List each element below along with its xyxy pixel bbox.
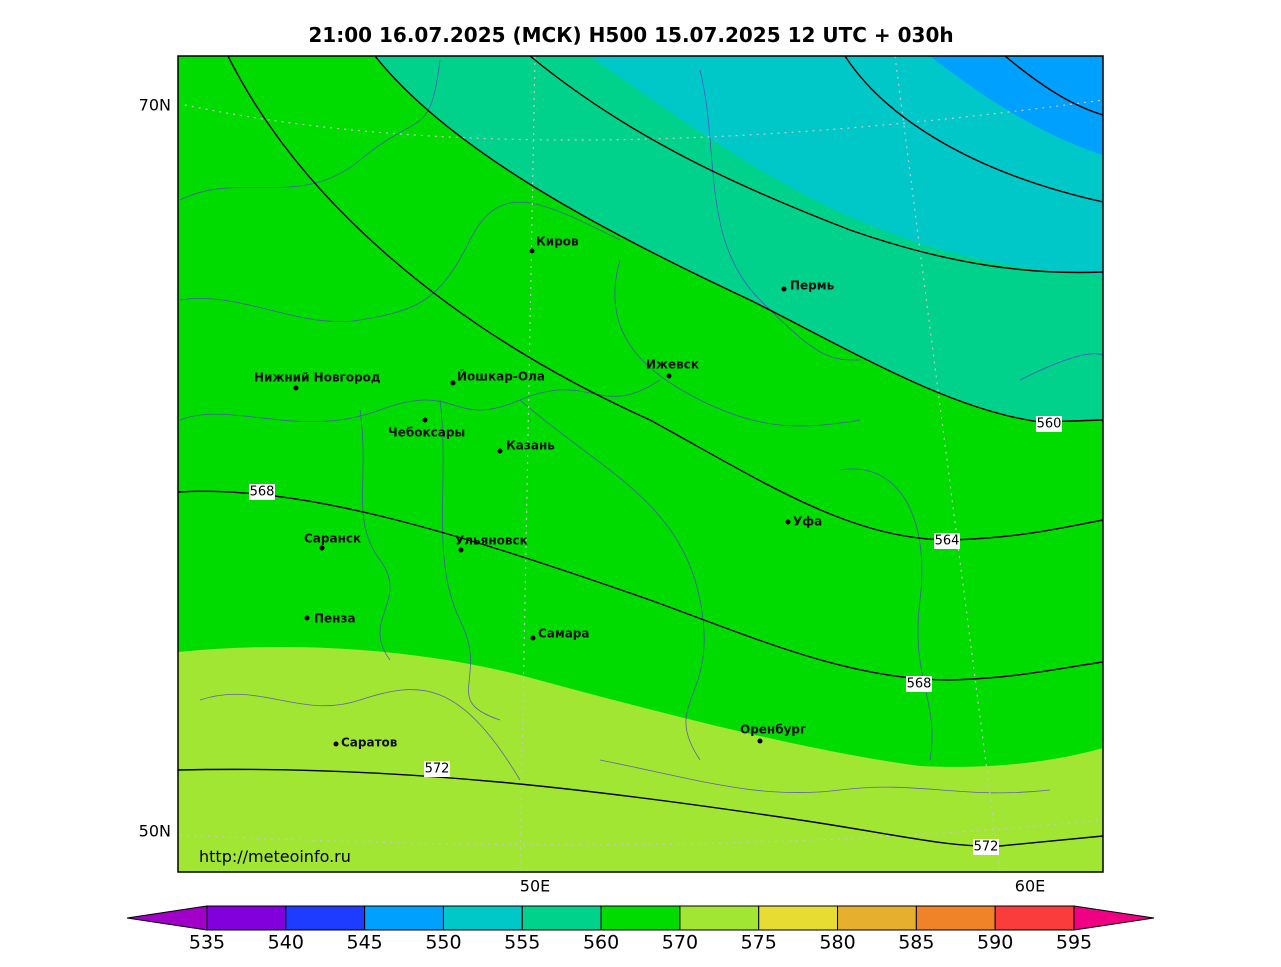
contour-label: 572 — [974, 840, 999, 855]
contour-label-bg — [973, 839, 999, 855]
city-dot — [530, 635, 536, 641]
colorbar-tick-label: 555 — [504, 932, 540, 954]
colorbar-tick-label: 580 — [819, 932, 855, 954]
fill-region — [590, 56, 1103, 275]
contour-label-bg — [1036, 416, 1062, 432]
contour-label-bg — [249, 484, 275, 500]
city-label: Оренбург — [740, 723, 806, 737]
city-label: Чебоксары — [388, 426, 465, 440]
city-dot — [666, 373, 672, 379]
map-area — [178, 56, 1103, 872]
colorbar-tick-label: 595 — [1056, 932, 1092, 954]
colorbar-segment — [994, 905, 1075, 931]
city-dot — [458, 547, 464, 553]
city-dot — [319, 545, 325, 551]
colorbar-tick-label: 540 — [268, 932, 304, 954]
lon-label: 50E — [520, 877, 550, 896]
colorbar-segment — [442, 905, 523, 931]
contour-label: 568 — [250, 485, 275, 500]
graticule — [179, 56, 1103, 872]
colorbar-segment — [364, 905, 444, 931]
city-dot — [757, 738, 763, 744]
contour-label: 564 — [935, 534, 960, 549]
city-label: Ижевск — [646, 358, 699, 372]
colorbar-tick-label: 570 — [662, 932, 698, 954]
city-dot — [450, 380, 456, 386]
colorbar-tick-label: 550 — [425, 932, 461, 954]
colorbar-end — [1073, 905, 1155, 931]
city-label: Пенза — [314, 612, 356, 626]
title: 21:00 16.07.2025 (МСК) H500 15.07.2025 1… — [308, 23, 953, 47]
city-label: Самара — [538, 627, 590, 641]
colorbar-tick-label: 560 — [583, 932, 619, 954]
colorbar-segment — [837, 905, 917, 931]
contour-label: 560 — [1037, 417, 1062, 432]
colorbar-segment — [758, 905, 839, 931]
city-dot — [781, 286, 787, 292]
city-dot — [497, 448, 503, 454]
lat-label: 50N — [139, 822, 171, 841]
contour-label: 572 — [425, 762, 450, 777]
fill-region — [930, 56, 1103, 155]
city-dot — [293, 385, 299, 391]
city-label: Киров — [536, 235, 579, 249]
city-label: Уфа — [793, 515, 822, 529]
url: http://meteoinfo.ru — [199, 847, 351, 866]
contour-label-bg — [424, 761, 450, 777]
city-dot — [422, 417, 428, 423]
frame — [177, 55, 1104, 873]
city-label: Саратов — [341, 736, 398, 750]
city-dot — [529, 248, 535, 254]
city-label: Казань — [506, 439, 555, 453]
city-label: Нижний Новгород — [254, 371, 381, 385]
colorbar-segment — [600, 905, 681, 931]
contours — [178, 56, 1103, 847]
contour-label-bg — [934, 533, 960, 549]
city-label: Саранск — [304, 532, 361, 546]
city-dot — [333, 741, 339, 747]
lat-label: 70N — [139, 96, 171, 115]
colorbar-segment — [285, 905, 366, 931]
contour-label: 568 — [907, 677, 932, 692]
colorbar-tick-label: 575 — [741, 932, 777, 954]
contour-label-bg — [906, 676, 932, 692]
colorbar-segment — [206, 905, 287, 931]
city-label: Ульяновск — [455, 534, 528, 548]
colorbar-segment — [915, 905, 996, 931]
city-dot — [304, 615, 310, 621]
colorbar-tick-label: 590 — [977, 932, 1013, 954]
colorbar-tick-label: 545 — [347, 932, 383, 954]
colorbar-tick-label: 535 — [189, 932, 225, 954]
city-label: Пермь — [790, 279, 835, 293]
colorbar-segment — [521, 905, 602, 931]
city-label: Йошкар-Ола — [457, 369, 545, 384]
city-dot — [785, 519, 791, 525]
colorbar-tick-label: 585 — [898, 932, 934, 954]
lon-label: 60E — [1015, 877, 1045, 896]
colorbar-end — [126, 905, 208, 931]
colorbar-segment — [679, 905, 760, 931]
fill-region — [178, 646, 1103, 872]
